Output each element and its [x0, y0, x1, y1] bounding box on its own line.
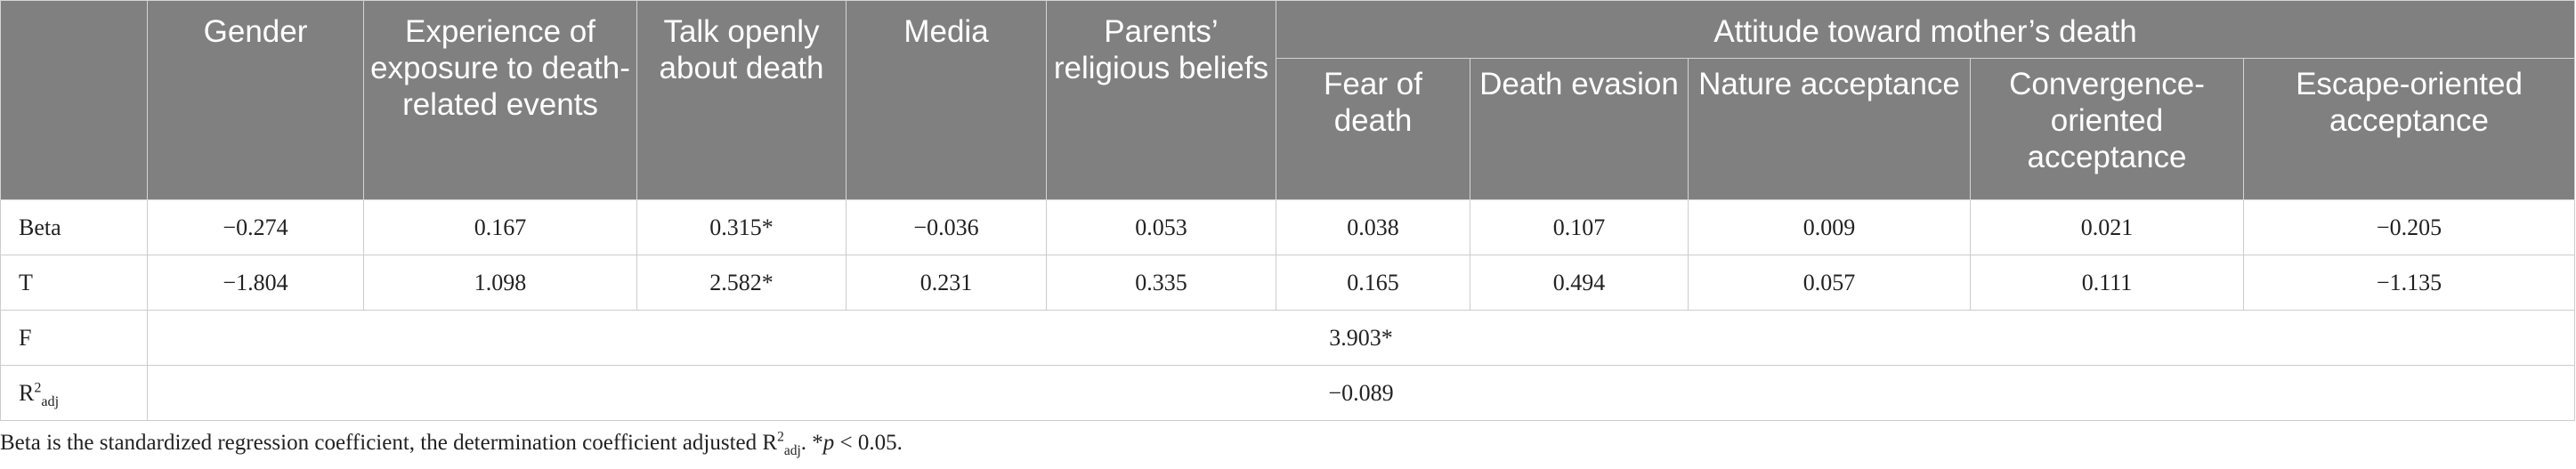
table-cell: 0.231: [846, 255, 1047, 311]
table-cell: −0.274: [147, 199, 364, 255]
header-convergence-acceptance: Convergence-oriented acceptance: [1970, 58, 2244, 200]
table-cell: 0.167: [363, 199, 637, 255]
header-row-1: Gender Experience of exposure to death-r…: [0, 0, 2576, 200]
table-cell: 0.057: [1688, 255, 1971, 311]
header-attitude-group: Attitude toward mother’s death: [1275, 0, 2576, 59]
table-footnote: Beta is the standardized regression coef…: [0, 429, 903, 458]
row-label: Beta: [0, 199, 148, 255]
table-cell: 0.335: [1046, 255, 1276, 311]
footnote-text: Beta is the standardized regression coef…: [0, 431, 778, 455]
header-escape-acceptance: Escape-oriented acceptance: [2242, 58, 2576, 200]
header-fear-of-death: Fear of death: [1276, 58, 1470, 200]
header-religious-beliefs: Parents’ religious beliefs: [1046, 0, 1276, 200]
table-cell: −0.036: [846, 199, 1047, 255]
table-row-t: T −1.804 1.098 2.582* 0.231 0.335 0.165 …: [0, 255, 2576, 311]
r2-symbol: R: [19, 379, 35, 406]
header-death-evasion: Death evasion: [1470, 58, 1689, 200]
footnote-p-symbol: p: [822, 431, 835, 455]
header-empty: [0, 0, 148, 200]
footnote-text: . *: [800, 431, 823, 455]
header-gender: Gender: [147, 0, 364, 200]
r2-value-cell: −0.089: [146, 365, 2576, 421]
table-cell: 0.107: [1470, 199, 1689, 255]
footnote-text: < 0.05.: [834, 431, 903, 455]
header-experience: Experience of exposure to death-related …: [363, 0, 637, 200]
table-cell: 0.111: [1970, 255, 2244, 311]
r2-subscript: adj: [41, 393, 60, 409]
table-cell: 0.038: [1276, 199, 1470, 255]
row-label: F: [0, 310, 148, 366]
header-talk-openly: Talk openly about death: [636, 0, 847, 200]
table-row-r2: R2adj −0.089: [0, 365, 2576, 421]
table-row-beta: Beta −0.274 0.167 0.315* −0.036 0.053 0.…: [0, 199, 2576, 255]
table-cell: −1.135: [2242, 255, 2576, 311]
table-row-f: F 3.903*: [0, 310, 2576, 366]
table-cell: 0.315*: [636, 199, 847, 255]
table-cell: −0.205: [2242, 199, 2576, 255]
table-cell: 0.494: [1470, 255, 1689, 311]
header-media: Media: [846, 0, 1047, 200]
footnote-superscript: 2: [777, 429, 784, 445]
table-cell: −1.804: [147, 255, 364, 311]
row-label: R2adj: [0, 365, 148, 421]
header-nature-acceptance: Nature acceptance: [1688, 58, 1971, 200]
f-value-cell: 3.903*: [146, 310, 2576, 366]
table-cell: 1.098: [363, 255, 637, 311]
table-cell: 2.582*: [636, 255, 847, 311]
table-cell: 0.021: [1970, 199, 2244, 255]
r2-superscript: 2: [34, 379, 42, 395]
footnote-subscript: adj: [783, 443, 801, 458]
table-cell: 0.009: [1688, 199, 1971, 255]
table-cell: 0.053: [1046, 199, 1276, 255]
regression-table: Gender Experience of exposure to death-r…: [0, 0, 2576, 421]
row-label: T: [0, 255, 148, 311]
header-row-2: Fear of death Death evasion Nature accep…: [1, 58, 2576, 200]
table-cell: 0.165: [1276, 255, 1470, 311]
